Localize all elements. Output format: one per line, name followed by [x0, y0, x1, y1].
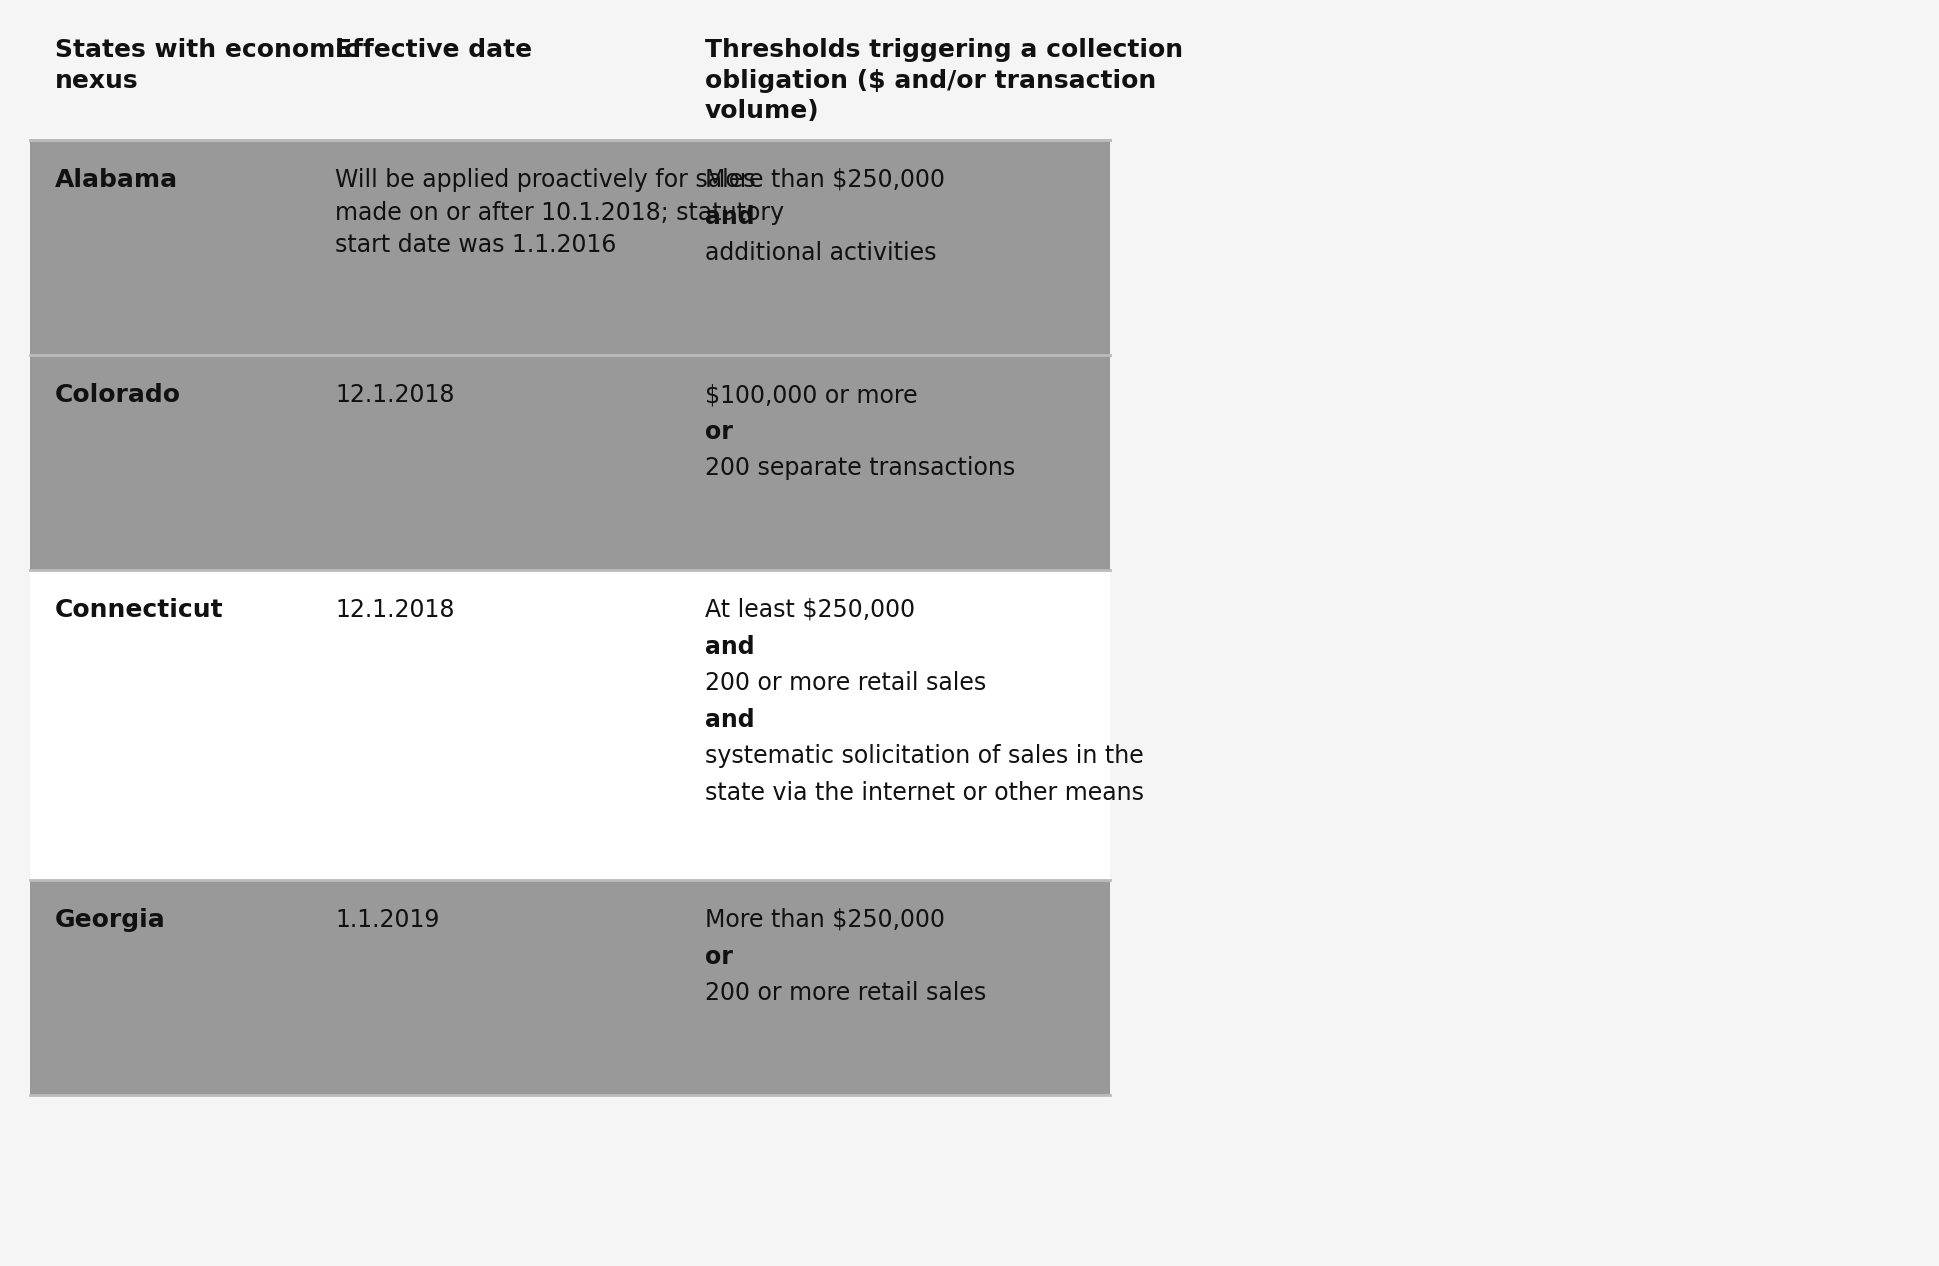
Text: or: or — [704, 944, 733, 968]
Text: and: and — [704, 634, 754, 658]
Text: Thresholds triggering a collection
obligation ($ and/or transaction
volume): Thresholds triggering a collection oblig… — [704, 38, 1183, 123]
Text: Connecticut: Connecticut — [54, 598, 223, 622]
Text: Alabama: Alabama — [54, 168, 178, 192]
Text: Colorado: Colorado — [54, 384, 180, 406]
Bar — [29, 570, 1109, 880]
Text: 200 or more retail sales: 200 or more retail sales — [704, 671, 985, 695]
Text: and: and — [704, 205, 754, 229]
Text: More than $250,000: More than $250,000 — [704, 168, 944, 192]
Text: More than $250,000: More than $250,000 — [704, 908, 944, 932]
Text: 12.1.2018: 12.1.2018 — [335, 598, 454, 622]
Bar — [29, 141, 1109, 354]
Text: $100,000 or more: $100,000 or more — [704, 384, 917, 406]
Text: Will be applied proactively for sales
made on or after 10.1.2018; statutory
star: Will be applied proactively for sales ma… — [335, 168, 783, 257]
Text: States with economic
nexus: States with economic nexus — [54, 38, 359, 92]
Text: At least $250,000: At least $250,000 — [704, 598, 915, 622]
Text: systematic solicitation of sales in the: systematic solicitation of sales in the — [704, 744, 1144, 768]
Bar — [29, 880, 1109, 1095]
Bar — [29, 10, 1109, 141]
Text: state via the internet or other means: state via the internet or other means — [704, 781, 1144, 805]
Text: Georgia: Georgia — [54, 908, 165, 932]
Text: Effective date: Effective date — [335, 38, 531, 62]
Text: 12.1.2018: 12.1.2018 — [335, 384, 454, 406]
Text: additional activities: additional activities — [704, 242, 937, 265]
Text: or: or — [704, 419, 733, 443]
Bar — [29, 354, 1109, 570]
Text: 1.1.2019: 1.1.2019 — [335, 908, 438, 932]
Text: and: and — [704, 708, 754, 732]
Text: 200 or more retail sales: 200 or more retail sales — [704, 981, 985, 1005]
Text: 200 separate transactions: 200 separate transactions — [704, 456, 1014, 480]
